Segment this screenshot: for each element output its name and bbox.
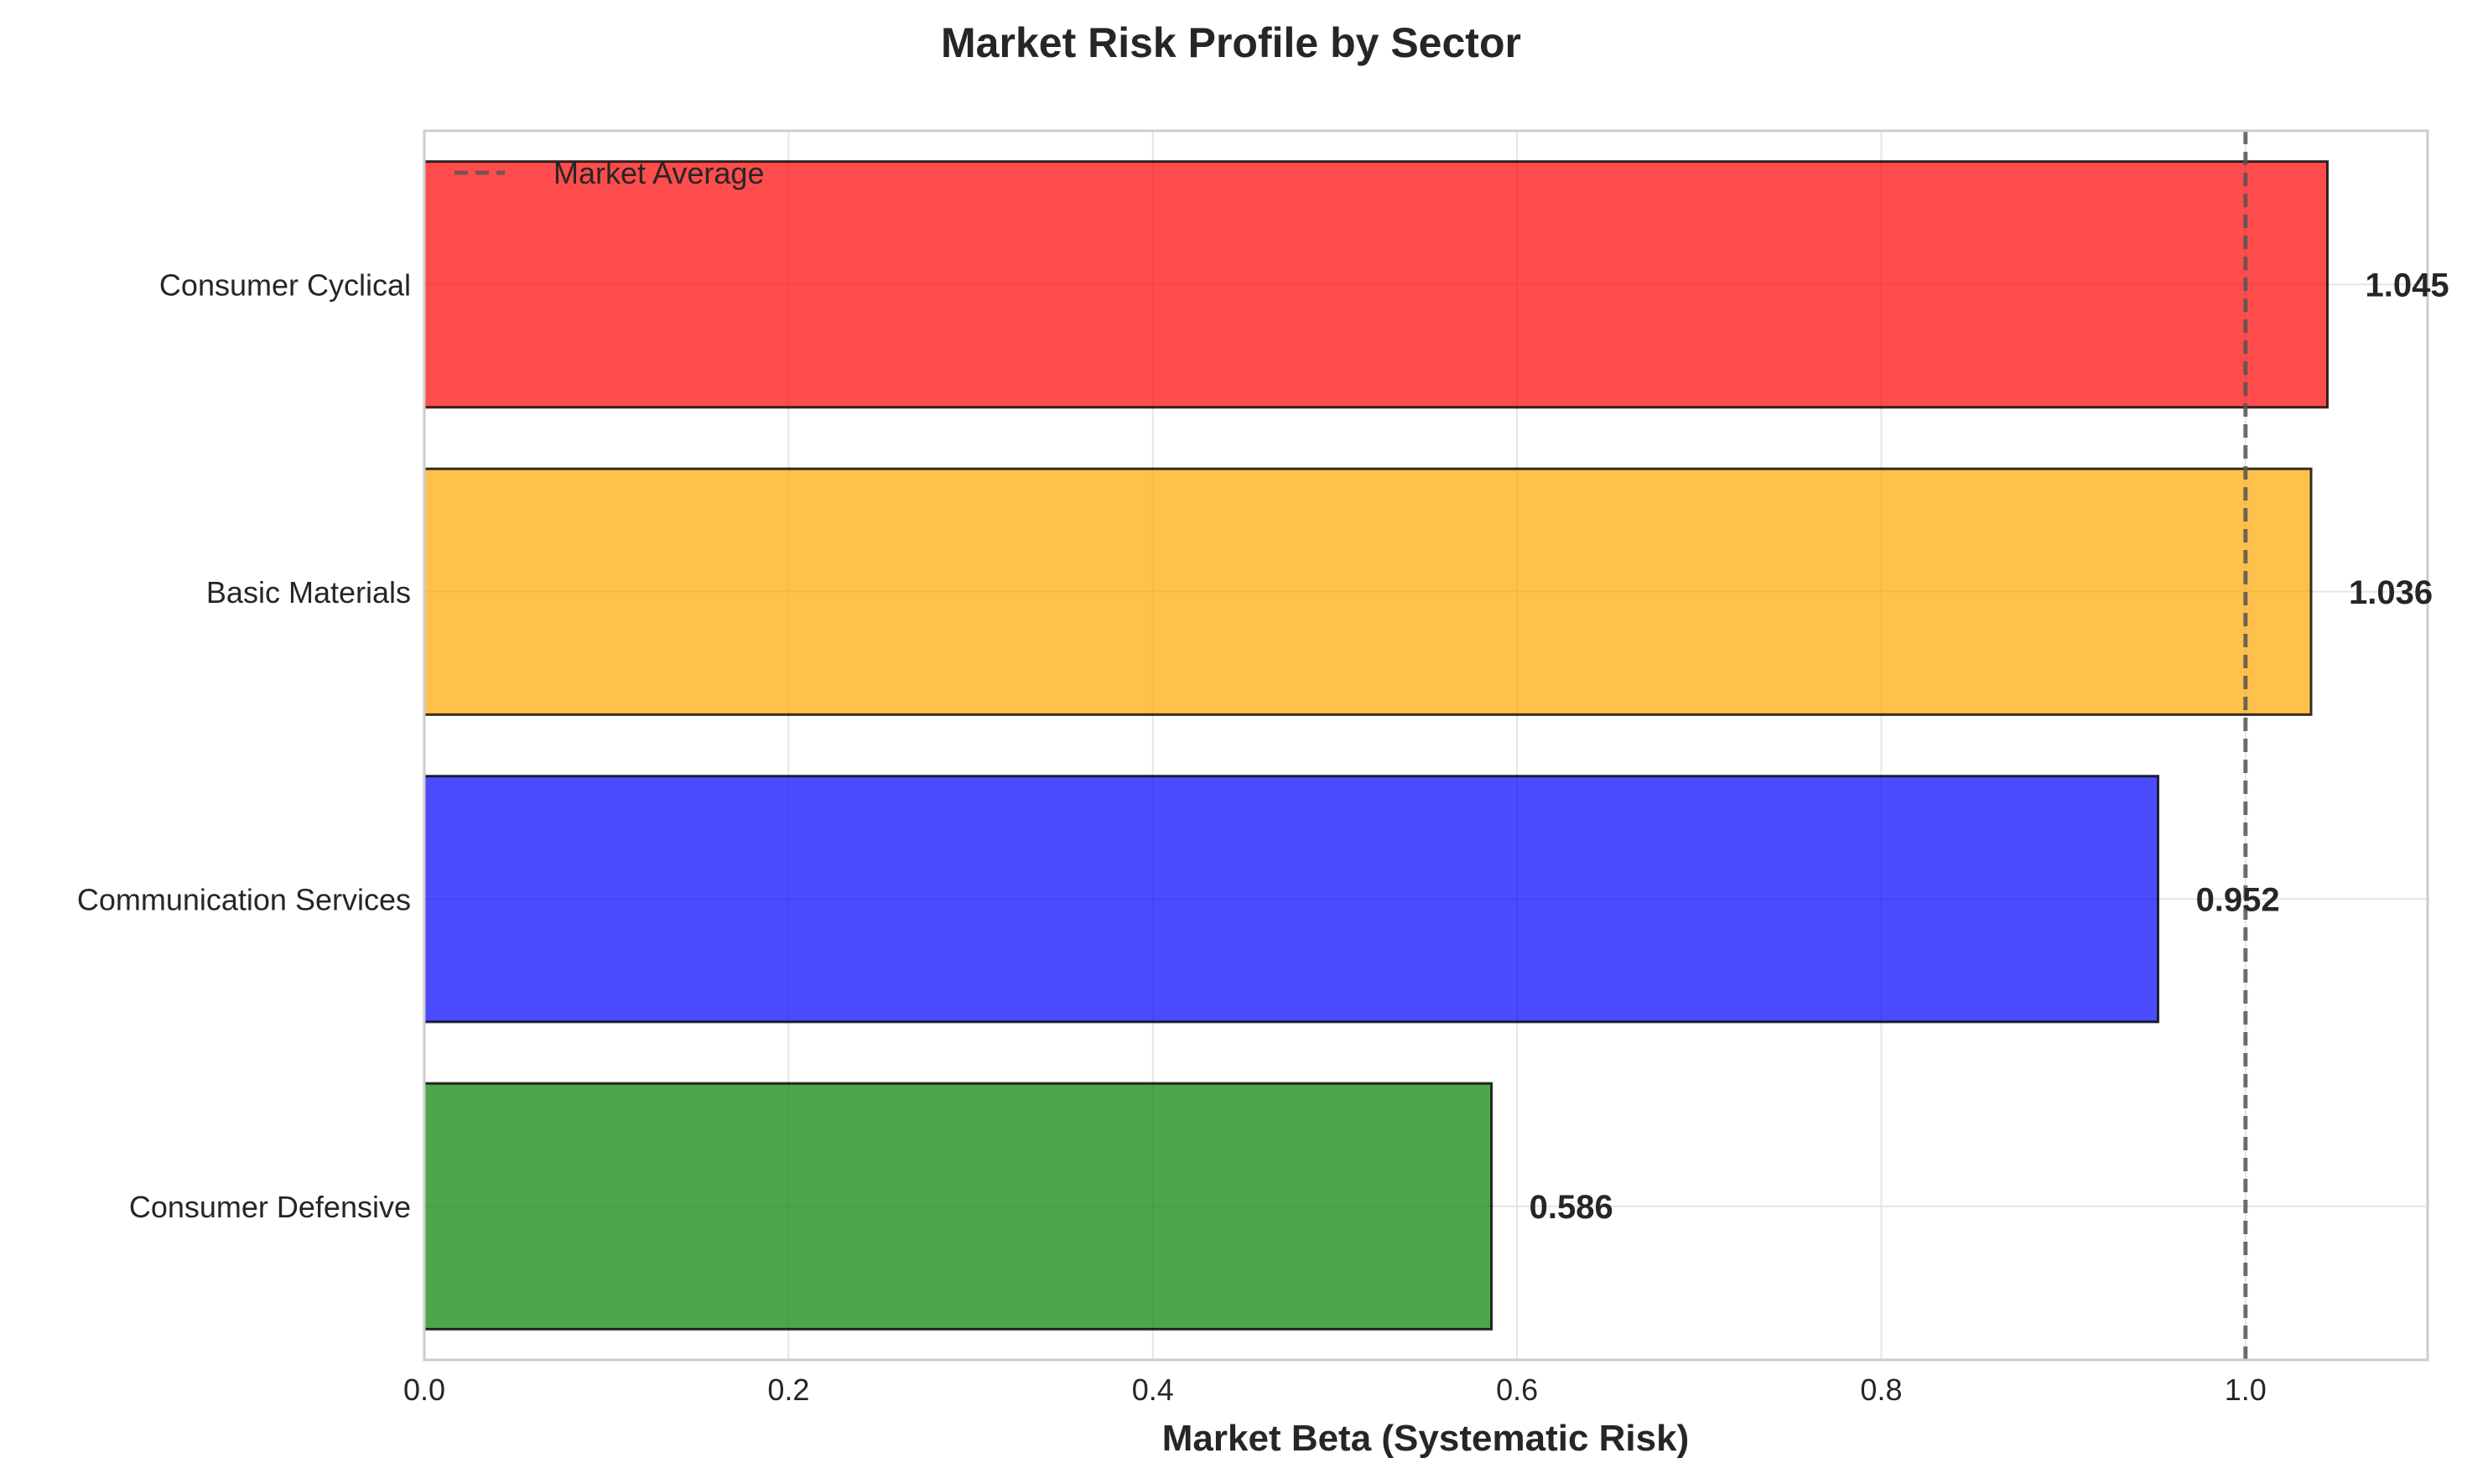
- x-tick-label-1-0: 1.0: [2225, 1372, 2267, 1407]
- x-tick-label-0-2: 0.2: [767, 1372, 809, 1407]
- chart-title: Market Risk Profile by Sector: [941, 19, 1521, 66]
- value-label-communication-services: 0.952: [2196, 881, 2280, 918]
- legend: Market Average: [454, 156, 764, 190]
- bar-consumer-defensive: [423, 1082, 1493, 1331]
- x-tick-label-0-8: 0.8: [1860, 1372, 1902, 1407]
- legend-label-market-average: Market Average: [553, 156, 764, 190]
- plot-frame: [423, 129, 2429, 1362]
- y-tick-label-consumer-cyclical: Consumer Cyclical: [159, 267, 411, 302]
- value-label-consumer-defensive: 0.586: [1530, 1189, 1613, 1226]
- y-tick-label-basic-materials: Basic Materials: [206, 575, 411, 610]
- value-label-basic-materials: 1.036: [2349, 574, 2433, 611]
- x-tick-label-0-0: 0.0: [403, 1372, 445, 1407]
- x-tick-label-0-4: 0.4: [1132, 1372, 1174, 1407]
- y-tick-label-communication-services: Communication Services: [77, 882, 411, 916]
- value-labels: 1.045 1.036 0.952 0.586: [1530, 267, 2449, 1226]
- bar-consumer-cyclical: [423, 160, 2330, 409]
- y-tick-label-consumer-defensive: Consumer Defensive: [129, 1190, 411, 1224]
- x-tick-label-0-6: 0.6: [1496, 1372, 1538, 1407]
- bar-basic-materials: [423, 467, 2313, 716]
- x-axis-label: Market Beta (Systematic Risk): [1162, 1418, 1689, 1459]
- x-tick-labels: 0.0 0.2 0.4 0.6 0.8 1.0: [403, 1372, 2267, 1407]
- value-label-consumer-cyclical: 1.045: [2366, 267, 2449, 304]
- y-tick-labels: Consumer Cyclical Basic Materials Communic…: [77, 267, 411, 1224]
- bar-communication-services: [423, 775, 2160, 1024]
- bars: [423, 160, 2330, 1331]
